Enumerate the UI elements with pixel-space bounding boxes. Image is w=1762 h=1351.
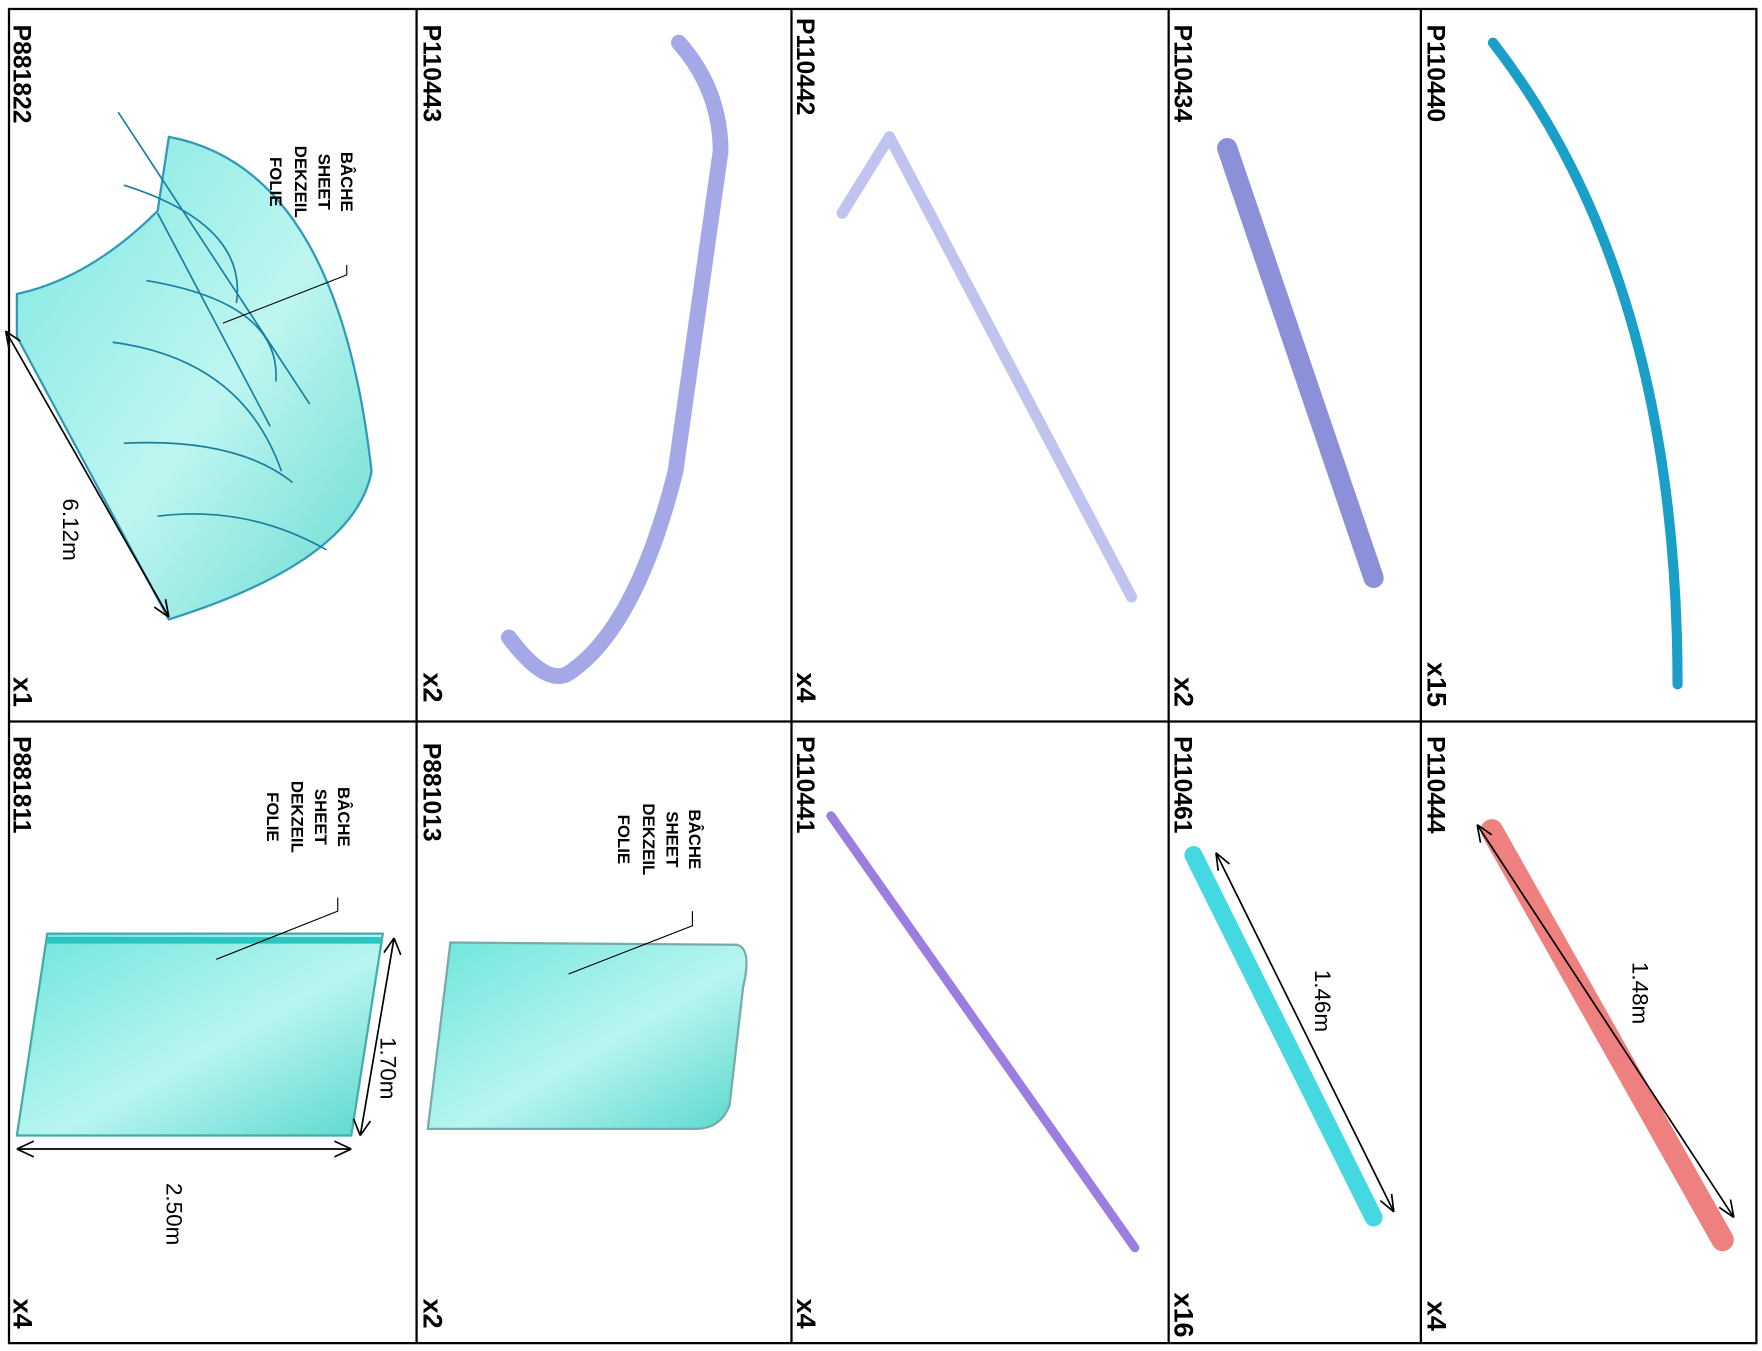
dimension: 1.46m [1310,970,1335,1032]
part-code: P881811 [8,736,35,834]
part-code: P110443 [417,25,444,122]
quantity: x2 [1168,677,1198,707]
label: FOLIE [263,792,282,842]
quantity: x16 [1168,1293,1198,1338]
frame [7,7,1758,1345]
label: BÂCHE [337,152,356,212]
label: SHEET [311,789,330,846]
part-code: P110461 [1168,736,1195,834]
label: DEKZEIL [639,803,658,875]
tube-cyan [1184,846,1383,1227]
label: SHEET [663,811,682,868]
tunnel-sheet [15,111,373,621]
quantity: x2 [417,1299,447,1329]
label: BÂCHE [685,809,704,869]
quantity: x4 [791,672,821,702]
tube-hook [501,34,729,684]
flat-sheet [15,932,385,1137]
cell-dividers [9,8,1757,1344]
part-code: P881822 [8,25,35,124]
tube-purple [826,811,1140,1253]
leader-lines [215,264,693,975]
quantity: x15 [1422,662,1452,707]
quantity: x1 [8,677,38,707]
part-code: P881013 [417,743,444,842]
dimension: 6.12m [58,498,83,560]
tube-curved [1487,37,1683,690]
part-code: P110442 [791,18,818,115]
label: BÂCHE [334,787,353,847]
quantity: x4 [1422,1301,1452,1331]
dimension: 1.70m [376,1037,401,1099]
label: FOLIE [614,815,633,865]
tube-straight [1217,138,1384,588]
part-code: P110441 [791,736,818,834]
quantity: x2 [417,672,447,702]
dimension: 1.48m [1628,962,1653,1024]
part-code: P110440 [1422,25,1449,122]
tube-bent [836,131,1138,603]
label: DEKZEIL [288,781,307,853]
part-code: P110444 [1422,736,1449,834]
tube-red [1480,819,1734,1252]
part-code: P110434 [1168,25,1195,123]
end-sheet [426,941,748,1130]
quantity: x4 [791,1299,821,1329]
quantity: x4 [8,1299,38,1329]
label: FOLIE [266,157,285,207]
dimension: 2.50m [162,1183,187,1245]
dimension-arrows [4,330,1735,1219]
label: SHEET [315,154,334,211]
label: DEKZEIL [291,146,310,218]
